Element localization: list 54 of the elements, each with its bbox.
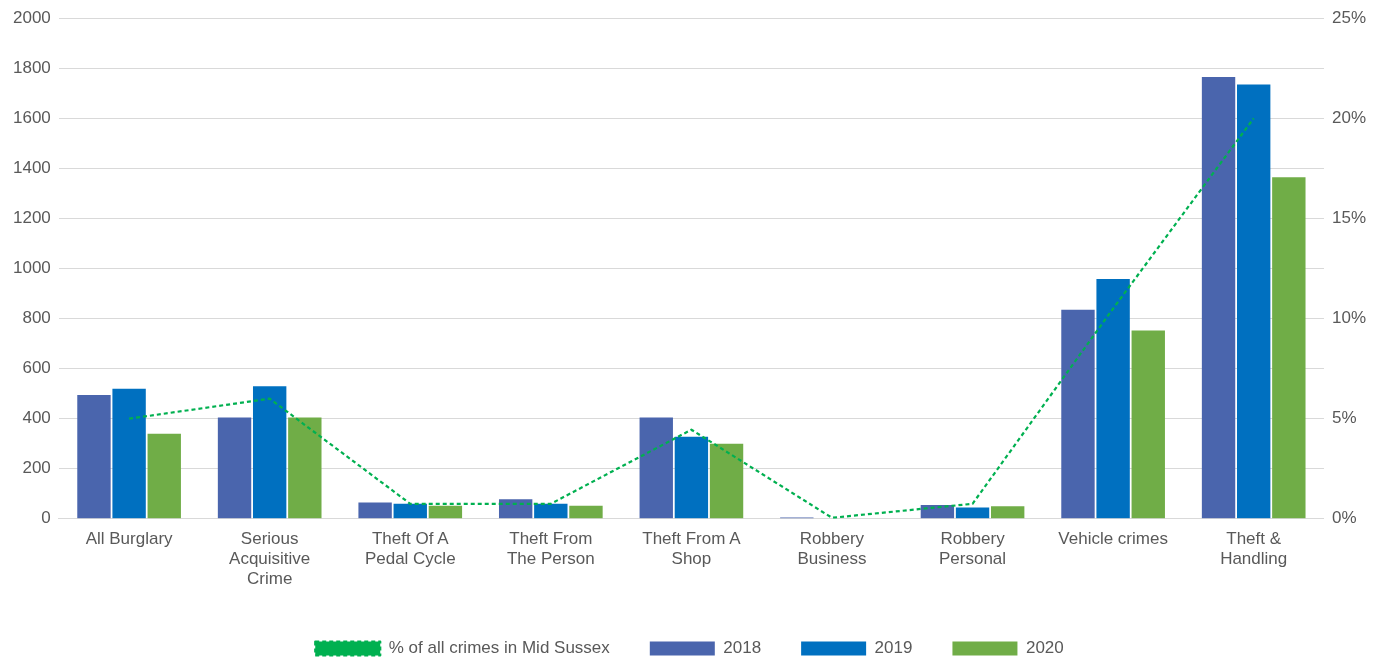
bar — [393, 503, 427, 519]
x-tick-label: Robbery Business — [797, 528, 867, 569]
bar — [1237, 84, 1271, 519]
y-tick-label: 1000 — [12, 258, 51, 278]
bar — [358, 502, 392, 519]
x-tick-label: Theft Of A Pedal Cycle — [364, 528, 456, 569]
bar — [709, 443, 744, 519]
bar — [288, 417, 322, 519]
bar — [674, 436, 709, 519]
y-tick-label: 1200 — [12, 208, 51, 228]
y2-tick-label: 5% — [1331, 408, 1357, 428]
y-tick-label: 1600 — [12, 108, 51, 128]
bar — [77, 394, 111, 519]
bar — [1061, 309, 1095, 519]
y2-tick-label: 10% — [1331, 308, 1367, 328]
x-tick-label: Theft From A Shop — [642, 528, 742, 569]
bar — [252, 386, 287, 519]
y2-tick-label: 15% — [1331, 208, 1367, 228]
legend-label: % of all crimes in Mid Sussex — [388, 638, 611, 658]
x-tick-label: All Burglary — [85, 528, 174, 548]
bar — [1131, 330, 1165, 519]
y2-tick-label: 25% — [1331, 7, 1367, 27]
bar — [990, 506, 1025, 519]
legend-label: 2019 — [874, 638, 913, 658]
x-tick-label: Robbery Personal — [938, 528, 1007, 569]
legend-label: 2018 — [723, 638, 762, 658]
y-tick-label: 0 — [41, 508, 51, 528]
bar — [112, 388, 146, 519]
x-tick-label: Vehicle crimes — [1058, 528, 1168, 548]
y-tick-label: 400 — [22, 408, 51, 428]
bar — [639, 417, 673, 519]
bar — [217, 417, 252, 519]
y-tick-label: 2000 — [12, 7, 51, 27]
y-tick-label: 1800 — [12, 57, 51, 77]
y2-tick-label: 20% — [1331, 108, 1367, 128]
y-tick-label: 200 — [22, 458, 51, 478]
bar — [955, 507, 990, 519]
bar — [1272, 177, 1306, 519]
y2-tick-label: 0% — [1331, 508, 1357, 528]
bar — [428, 505, 463, 519]
y-tick-label: 1400 — [12, 158, 51, 178]
x-tick-label: Serious Acquisitive Crime — [229, 528, 311, 589]
bar — [1201, 77, 1236, 519]
x-tick-label: Theft From The Person — [506, 528, 595, 569]
bar — [534, 503, 568, 519]
bar — [1096, 279, 1130, 519]
legend-label: 2020 — [1025, 638, 1064, 658]
bar — [498, 499, 533, 519]
y-tick-label: 600 — [22, 358, 51, 378]
y-tick-label: 800 — [22, 308, 51, 328]
bar — [147, 433, 181, 519]
x-tick-label: Theft & Handling — [1220, 528, 1288, 569]
bar — [569, 505, 603, 519]
line-series — [128, 117, 1255, 519]
